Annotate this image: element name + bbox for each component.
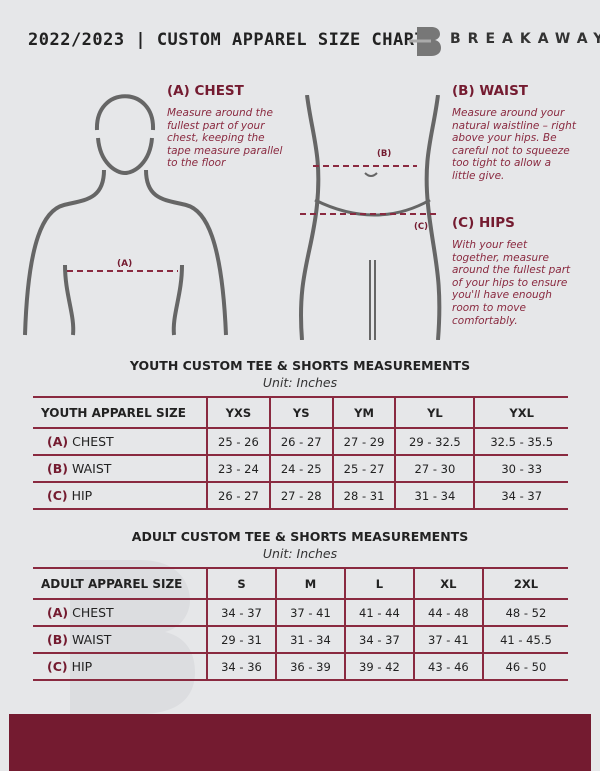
row-name: CHEST xyxy=(72,605,114,620)
cell: 34 - 37 xyxy=(473,482,568,510)
row-code: (B) xyxy=(47,632,68,647)
cell: 44 - 48 xyxy=(412,599,483,627)
row-code: (A) xyxy=(47,434,69,449)
size-header: YL xyxy=(394,396,475,429)
table-row: (C) HIP 34 - 36 36 - 39 39 - 42 43 - 46 46 - … xyxy=(33,653,568,681)
youth-size-table: YOUTH APPAREL SIZE YXS YS YM YL YXL (A) CHES… xyxy=(33,396,568,510)
brand-name: BREAKAWAY xyxy=(450,31,600,47)
row-name: CHEST xyxy=(72,434,114,449)
table-row: (A) CHEST 25 - 26 26 - 27 27 - 29 29 - 32.5 3… xyxy=(33,428,568,456)
table-row: (A) CHEST 34 - 37 37 - 41 41 - 44 44 - 48 48 … xyxy=(33,599,568,627)
cell: 41 - 45.5 xyxy=(481,626,568,654)
cell: 34 - 36 xyxy=(206,653,276,681)
youth-table-unit: Unit: Inches xyxy=(262,375,338,390)
table-row: (B) WAIST 23 - 24 24 - 25 25 - 27 27 - 30 30 … xyxy=(33,455,568,483)
table-row: (B) WAIST 29 - 31 31 - 34 34 - 37 37 - 41 41 … xyxy=(33,626,568,654)
row-name: WAIST xyxy=(71,461,112,476)
chest-marker: (A) xyxy=(117,259,132,269)
adult-table-title: ADULT CUSTOM TEE & SHORTS MEASUREMENTS xyxy=(131,529,469,544)
youth-label: YOUTH APPAREL SIZE xyxy=(33,396,207,429)
table-row: (C) HIP 26 - 27 27 - 28 28 - 31 31 - 34 34 - … xyxy=(33,482,568,510)
waist-marker: (B) xyxy=(377,149,392,159)
cell: 36 - 39 xyxy=(274,653,345,681)
cell: 27 - 29 xyxy=(331,428,396,456)
cell: 25 - 26 xyxy=(206,428,270,456)
footer-bar xyxy=(9,714,591,771)
size-header: S xyxy=(206,567,276,600)
adult-size-table: ADULT APPAREL SIZE S M L XL 2XL (A) CHEST 34 … xyxy=(33,567,568,681)
row-code: (C) xyxy=(47,488,68,503)
cell: 29 - 32.5 xyxy=(394,428,475,456)
row-name: HIP xyxy=(71,488,93,503)
size-header: L xyxy=(343,567,414,600)
torso-figure-icon xyxy=(299,95,442,340)
cell: 27 - 28 xyxy=(268,482,333,510)
cell: 37 - 41 xyxy=(412,626,483,654)
row-name: HIP xyxy=(71,659,93,674)
size-header: YS xyxy=(268,396,333,429)
size-header: M xyxy=(274,567,345,600)
hips-description: With your feet together, measure around … xyxy=(452,239,571,327)
cell: 25 - 27 xyxy=(331,455,396,483)
cell: 26 - 27 xyxy=(206,482,270,510)
adult-label: ADULT APPAREL SIZE xyxy=(33,567,207,600)
cell: 30 - 33 xyxy=(473,455,568,483)
cell: 23 - 24 xyxy=(206,455,270,483)
cell: 24 - 25 xyxy=(268,455,333,483)
waist-description: Measure around your natural waistline – … xyxy=(452,107,576,182)
breakaway-logo-icon xyxy=(409,27,441,56)
cell: 29 - 31 xyxy=(206,626,276,654)
cell: 43 - 46 xyxy=(412,653,483,681)
chest-figure-icon: (A) xyxy=(23,94,228,336)
cell: 41 - 44 xyxy=(343,599,414,627)
cell: 32.5 - 35.5 xyxy=(473,428,568,456)
cell: 46 - 50 xyxy=(481,653,568,681)
hips-marker: (C) xyxy=(414,222,429,232)
cell: 34 - 37 xyxy=(206,599,276,627)
youth-table-title: YOUTH CUSTOM TEE & SHORTS MEASUREMENTS xyxy=(129,358,471,373)
row-code: (A) xyxy=(47,605,69,620)
waist-heading: (B) WAIST xyxy=(452,83,529,99)
chest-heading: (A) CHEST xyxy=(167,83,244,99)
cell: 34 - 37 xyxy=(343,626,414,654)
chest-description: Measure around the fullest part of your … xyxy=(167,107,283,170)
size-header: 2XL xyxy=(481,567,568,600)
cell: 37 - 41 xyxy=(274,599,345,627)
size-header: YXS xyxy=(206,396,270,429)
page-title: 2022/2023 | CUSTOM APPAREL SIZE CHART xyxy=(28,30,426,50)
cell: 39 - 42 xyxy=(343,653,414,681)
cell: 31 - 34 xyxy=(274,626,345,654)
cell: 27 - 30 xyxy=(394,455,475,483)
cell: 31 - 34 xyxy=(394,482,475,510)
cell: 28 - 31 xyxy=(331,482,396,510)
row-name: WAIST xyxy=(71,632,112,647)
size-header: YXL xyxy=(473,396,568,429)
cell: 26 - 27 xyxy=(268,428,333,456)
adult-table-unit: Unit: Inches xyxy=(262,546,338,561)
size-header: XL xyxy=(412,567,483,600)
cell: 48 - 52 xyxy=(481,599,568,627)
row-code: (B) xyxy=(47,461,68,476)
hips-heading: (C) HIPS xyxy=(452,215,515,231)
size-header: YM xyxy=(331,396,396,429)
row-code: (C) xyxy=(47,659,68,674)
